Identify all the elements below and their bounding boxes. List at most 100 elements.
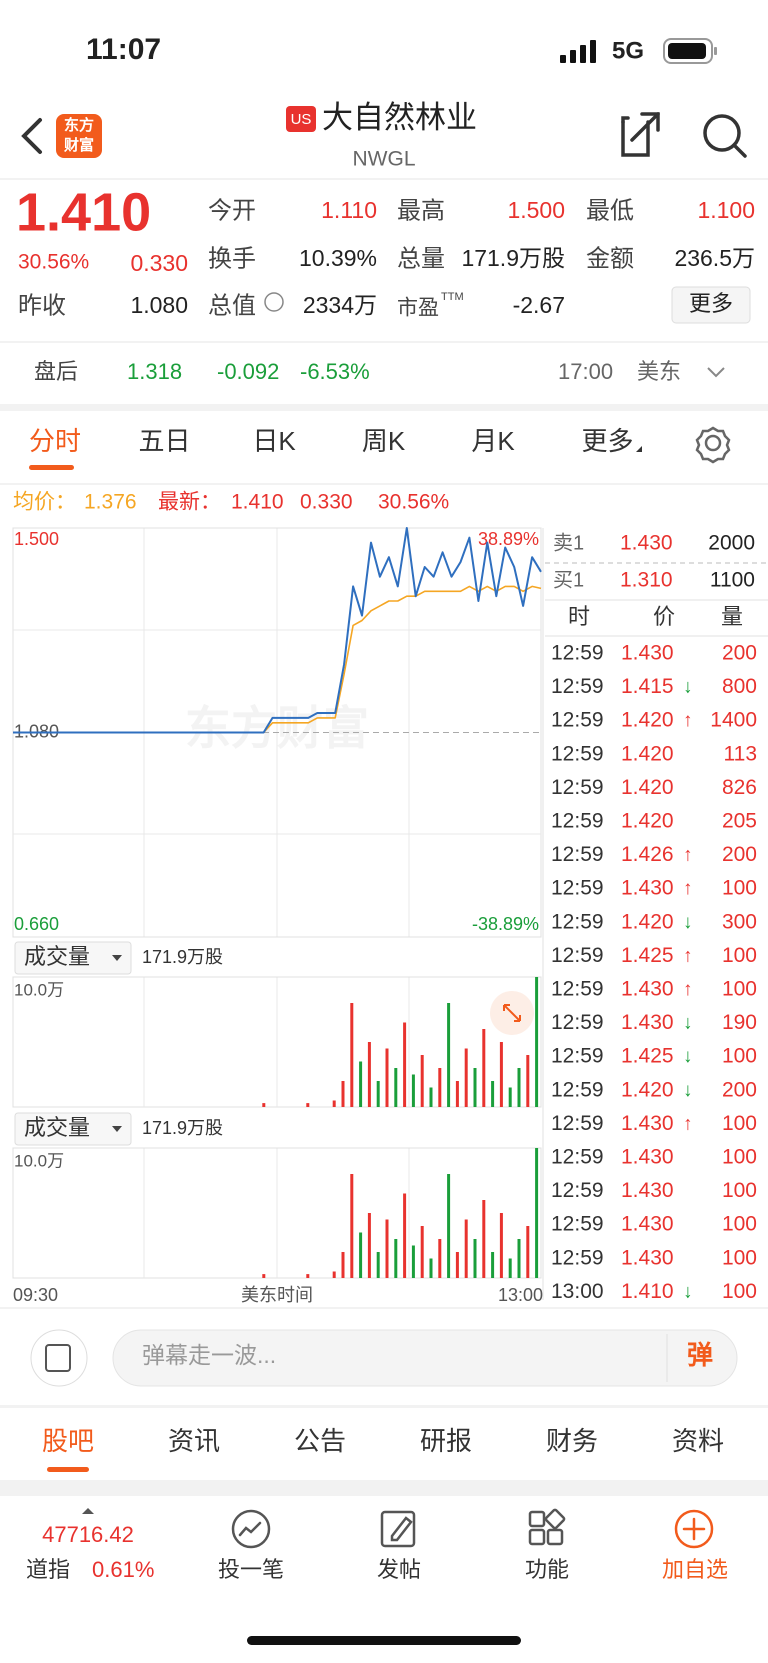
volume-bar	[491, 1252, 495, 1278]
expand-icon[interactable]	[707, 367, 725, 378]
volume-selector[interactable]	[14, 1112, 132, 1146]
trade-time: 12:59	[551, 1112, 604, 1135]
comment-placeholder[interactable]: 弹幕走一波...	[142, 1342, 276, 1368]
volume-bar	[517, 1068, 521, 1107]
more-button[interactable]	[671, 286, 751, 324]
share-button[interactable]	[621, 112, 660, 157]
volume-total: 171.9万股	[142, 1118, 223, 1138]
volume-label[interactable]: 成交量	[24, 944, 90, 969]
volume-bar	[499, 1213, 503, 1278]
sub-tab[interactable]: 研报	[420, 1426, 472, 1456]
volume-bar	[350, 1003, 354, 1107]
trade-time: 12:59	[551, 776, 604, 799]
sub-tab[interactable]: 公告	[294, 1426, 346, 1456]
info-icon[interactable]	[264, 292, 284, 312]
tab[interactable]: 更多	[581, 426, 633, 456]
tabs: 分时 五日 日K 周K 月K 更多	[29, 426, 642, 456]
nav-item[interactable]: 加自选	[662, 1557, 728, 1582]
stat-value: 1.080	[130, 292, 188, 318]
volume-bar	[429, 1087, 433, 1107]
volume-bar	[429, 1258, 433, 1278]
trade-qty: 100	[722, 978, 757, 1001]
nav-item[interactable]: 投一笔	[218, 1557, 284, 1582]
volume-bar	[403, 1022, 407, 1107]
danmaku-icon[interactable]	[45, 1344, 71, 1372]
stat-value: -2.67	[513, 292, 565, 318]
trade-price: 1.430	[621, 1011, 674, 1034]
volume-bar	[517, 1239, 521, 1278]
trade-time: 12:59	[551, 910, 604, 933]
trade-qty: 100	[722, 1280, 757, 1303]
tab[interactable]: 日K	[252, 426, 296, 456]
x-tick-label: 09:30	[13, 1285, 58, 1305]
danmaku-button[interactable]: 弹	[687, 1340, 713, 1370]
settings-button[interactable]	[695, 426, 731, 464]
sub-tab[interactable]: 股吧	[42, 1426, 94, 1456]
trade-price: 1.430	[621, 1179, 674, 1202]
nav-icons	[231, 1508, 714, 1549]
app-logo	[56, 114, 102, 158]
more-text[interactable]: 更多	[689, 291, 733, 316]
danmaku-toggle[interactable]	[30, 1329, 88, 1387]
logo-text: 东方	[64, 116, 94, 134]
index-change[interactable]: 0.61%	[92, 1557, 154, 1582]
trade-price: 1.420	[621, 742, 674, 765]
tab[interactable]: 月K	[471, 426, 515, 456]
tab[interactable]: 分时	[29, 426, 81, 456]
latest-label: 最新：	[158, 491, 221, 514]
volume-selector[interactable]	[14, 941, 132, 975]
fullscreen-icon[interactable]	[503, 1004, 521, 1022]
index-value[interactable]: 47716.42	[42, 1522, 134, 1547]
trade-time: 12:59	[551, 742, 604, 765]
trade-qty: 100	[722, 1246, 757, 1269]
ticker: NWGL	[353, 148, 416, 171]
trade-qty: 800	[722, 675, 757, 698]
volume-bar	[535, 1148, 539, 1278]
dropdown-icon[interactable]	[112, 1126, 122, 1132]
nav-item[interactable]: 功能	[525, 1557, 569, 1582]
home-indicator	[247, 1636, 521, 1645]
trade-qty: 300	[722, 910, 757, 933]
sub-tab[interactable]: 资讯	[168, 1426, 220, 1456]
index-name[interactable]: 道指	[26, 1557, 70, 1582]
volume-total: 171.9万股	[142, 947, 223, 967]
stat-label: 昨收	[18, 292, 66, 319]
tab[interactable]: 五日	[138, 426, 190, 456]
volume-bar	[262, 1274, 266, 1278]
stat-value: 171.9万股	[461, 245, 565, 271]
comment-input[interactable]	[112, 1329, 738, 1387]
volume-bar	[332, 1271, 336, 1278]
stat-value: 1.110	[321, 197, 377, 223]
volume-bar	[394, 1239, 398, 1278]
trade-arrow: ↓	[683, 912, 693, 933]
volume-bar	[403, 1193, 407, 1278]
search-button[interactable]	[703, 114, 747, 158]
back-button[interactable]	[21, 118, 42, 154]
stat-label: 换手	[208, 245, 256, 272]
stat-value: 1.500	[507, 197, 565, 223]
stat-label: 总值	[208, 292, 256, 319]
status-network: 5G	[612, 37, 644, 64]
price-line	[13, 527, 542, 734]
trade-arrow: ↓	[683, 1046, 693, 1067]
y-tick-label: 10.0万	[14, 980, 64, 999]
sub-tab[interactable]: 资料	[672, 1426, 724, 1456]
trade-price: 1.430	[621, 877, 674, 900]
dropdown-icon[interactable]	[112, 955, 122, 961]
tab[interactable]: 周K	[362, 426, 406, 456]
market-badge	[286, 106, 316, 132]
stat-label: 今开	[208, 197, 256, 224]
volume-bar	[420, 1055, 424, 1107]
trade-qty: 100	[722, 1179, 757, 1202]
x-tick-label: 13:00	[498, 1285, 543, 1305]
trade-time: 12:59	[551, 1179, 604, 1202]
after-hours-change: -0.092	[217, 359, 279, 384]
volume-bar	[473, 1239, 477, 1278]
trade-qty: 100	[722, 1112, 757, 1135]
trade-price: 1.420	[621, 910, 674, 933]
tab-dropdown-icon[interactable]	[636, 446, 642, 452]
nav-item[interactable]: 发帖	[377, 1557, 421, 1582]
sub-tab[interactable]: 财务	[546, 1426, 598, 1456]
trade-header: 时	[568, 604, 590, 629]
volume-label[interactable]: 成交量	[24, 1115, 90, 1140]
